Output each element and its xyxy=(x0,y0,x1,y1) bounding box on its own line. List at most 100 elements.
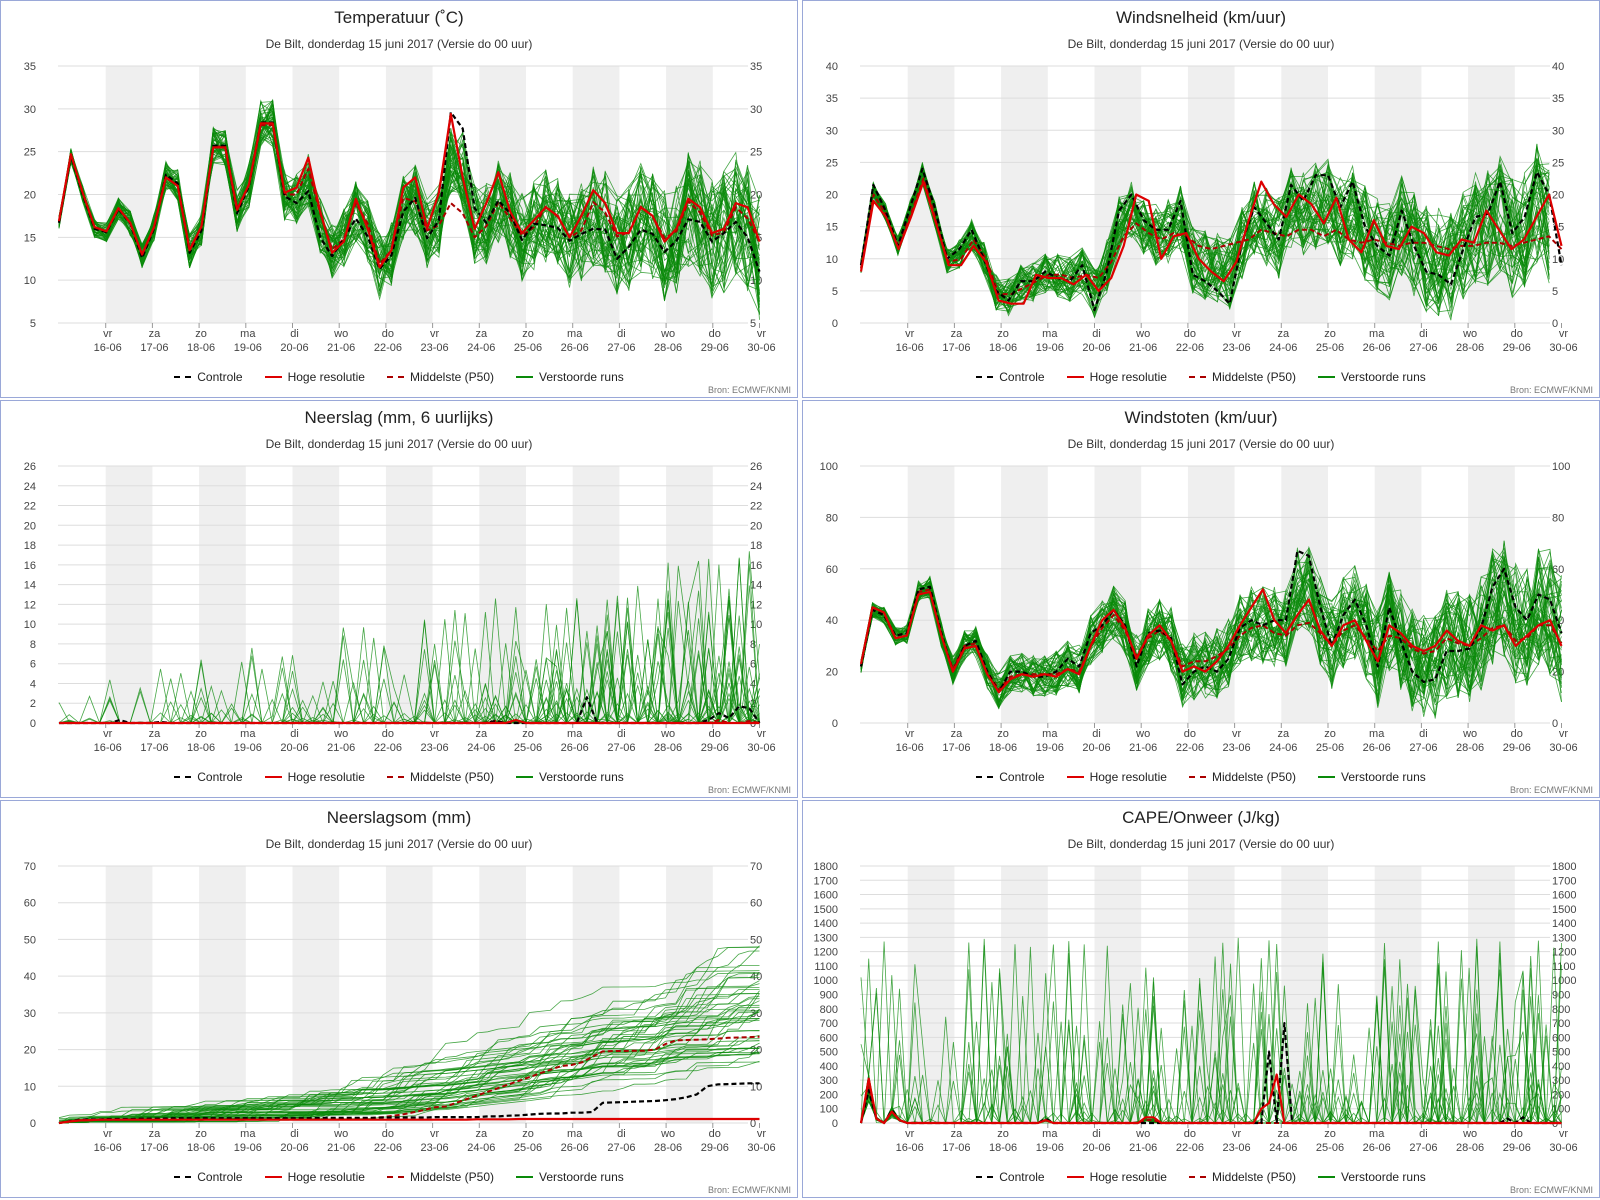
legend: Controle Hoge resolutie Middelste (P50) Ver… xyxy=(803,1170,1599,1184)
y-tick-label-left: 20 xyxy=(24,1045,36,1057)
x-tick-day: zo xyxy=(522,1128,534,1140)
x-tick-date: 19-06 xyxy=(234,742,262,754)
y-tick-label-left: 30 xyxy=(826,125,838,137)
legend-label: Hoge resolutie xyxy=(287,770,365,784)
legend-item: Hoge resolutie xyxy=(264,370,365,384)
y-tick-label-right: 16 xyxy=(750,560,762,572)
legend: Controle Hoge resolutie Middelste (P50) Ver… xyxy=(803,370,1599,384)
x-tick-date: 26-06 xyxy=(561,342,589,354)
y-tick-label-left: 12 xyxy=(24,599,36,611)
y-tick-label-right: 1200 xyxy=(1552,947,1576,959)
source-credit: Bron: ECMWF/KNMI xyxy=(1509,785,1593,795)
ensemble-run-line xyxy=(860,163,1550,314)
y-tick-label-right: 70 xyxy=(750,861,762,873)
weekend-band xyxy=(105,866,153,1123)
x-tick-day: zo xyxy=(997,1128,1009,1140)
y-tick-label-right: 1600 xyxy=(1552,890,1576,902)
legend-swatch xyxy=(1188,376,1206,378)
chart-title: CAPE/Onweer (J/kg) xyxy=(1122,808,1280,827)
y-tick-label-left: 20 xyxy=(826,667,838,679)
x-tick-date: 27-06 xyxy=(607,1142,635,1154)
legend-swatch xyxy=(174,1176,192,1178)
chart-subtitle: De Bilt, donderdag 15 juni 2017 (Versie … xyxy=(265,837,533,851)
x-tick-date: 27-06 xyxy=(1409,742,1437,754)
y-tick-label-right: 1400 xyxy=(1552,918,1576,930)
x-tick-day: za xyxy=(475,1128,488,1140)
weekend-band xyxy=(199,466,246,723)
y-tick-label-left: 0 xyxy=(832,318,838,330)
x-tick-day: di xyxy=(290,1128,299,1140)
hires-series-line xyxy=(859,588,1563,694)
x-tick-date: 20-06 xyxy=(1082,742,1110,754)
ensemble-run-line xyxy=(58,946,760,1124)
ensemble-run-line xyxy=(860,162,1550,306)
y-tick-label-left: 0 xyxy=(30,1118,36,1130)
x-tick-date: 22-06 xyxy=(1176,1142,1204,1154)
legend-item: Middelste (P50) xyxy=(1188,1170,1296,1184)
panel-neerslag: Neerslag (mm, 6 uurlijks) De Bilt, donde… xyxy=(0,400,798,798)
x-tick-date: 29-06 xyxy=(701,742,729,754)
legend-swatch xyxy=(1318,776,1336,778)
source-credit: Bron: ECMWF/KNMI xyxy=(707,785,791,795)
y-tick-label-left: 15 xyxy=(826,222,838,234)
x-tick-day: wo xyxy=(660,1128,675,1140)
x-tick-day: za xyxy=(475,728,488,740)
y-tick-label-left: 1400 xyxy=(814,918,838,930)
legend-label: Controle xyxy=(197,1170,243,1184)
x-tick-day: di xyxy=(1419,1128,1428,1140)
x-tick-day: za xyxy=(1277,728,1290,740)
legend-label: Verstoorde runs xyxy=(539,770,624,784)
legend-label: Middelste (P50) xyxy=(409,370,495,384)
y-tick-label-right: 20 xyxy=(750,520,762,532)
y-tick-label-left: 4 xyxy=(30,678,36,690)
x-tick-day: zo xyxy=(195,1128,207,1140)
x-tick-day: ma xyxy=(240,328,256,340)
legend-label: Verstoorde runs xyxy=(539,370,624,384)
x-tick-day: wo xyxy=(1135,728,1150,740)
x-tick-date: 18-06 xyxy=(187,742,215,754)
x-tick-day: do xyxy=(382,728,394,740)
x-tick-date: 17-06 xyxy=(942,1142,970,1154)
y-tick-label-right: 18 xyxy=(750,540,762,552)
x-tick-date: 18-06 xyxy=(989,1142,1017,1154)
legend-item: Middelste (P50) xyxy=(386,770,494,784)
y-tick-label-right: 50 xyxy=(750,934,762,946)
x-tick-day: wo xyxy=(1462,1128,1477,1140)
y-tick-label-right: 800 xyxy=(1552,1004,1570,1016)
legend-swatch xyxy=(386,376,404,378)
x-tick-day: vr xyxy=(103,728,113,740)
weekend-band xyxy=(105,466,153,723)
x-tick-date: 24-06 xyxy=(1269,1142,1297,1154)
chart-subtitle: De Bilt, donderdag 15 juni 2017 (Versie … xyxy=(265,37,533,51)
x-tick-day: wo xyxy=(1462,728,1477,740)
x-tick-day: do xyxy=(1184,1128,1196,1140)
x-tick-day: za xyxy=(1277,328,1290,340)
legend-swatch xyxy=(1318,1176,1336,1178)
x-tick-day: do xyxy=(382,1128,394,1140)
y-tick-label-left: 6 xyxy=(30,659,36,671)
x-tick-day: di xyxy=(1419,328,1428,340)
legend-label: Hoge resolutie xyxy=(1089,770,1167,784)
x-tick-day: do xyxy=(1184,328,1196,340)
y-tick-label-left: 24 xyxy=(24,481,36,493)
weekend-band xyxy=(292,466,340,723)
x-tick-date: 18-06 xyxy=(187,1142,215,1154)
weekend-band xyxy=(385,866,433,1123)
x-tick-date: 23-06 xyxy=(1223,1142,1251,1154)
y-tick-label-left: 700 xyxy=(820,1018,838,1030)
x-tick-day: wo xyxy=(660,728,675,740)
y-tick-label-right: 900 xyxy=(1552,990,1570,1002)
y-tick-label-right: 1700 xyxy=(1552,875,1576,887)
x-tick-date: 17-06 xyxy=(140,1142,168,1154)
ensemble-run-line xyxy=(58,106,760,314)
x-tick-day: vr xyxy=(905,1128,915,1140)
panel-temperatuur: Temperatuur (˚C) De Bilt, donderdag 15 j… xyxy=(0,0,798,398)
x-tick-day: vr xyxy=(757,328,767,340)
x-tick-date: 22-06 xyxy=(1176,742,1204,754)
x-tick-day: do xyxy=(1511,1128,1523,1140)
x-tick-date: 25-06 xyxy=(1316,342,1344,354)
x-tick-date: 30-06 xyxy=(747,342,775,354)
y-tick-label-left: 200 xyxy=(820,1089,838,1101)
